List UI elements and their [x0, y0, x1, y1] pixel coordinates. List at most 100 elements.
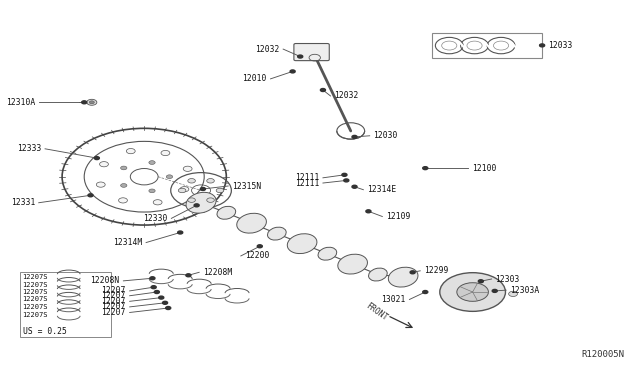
- Text: US = 0.25: US = 0.25: [23, 327, 67, 336]
- Circle shape: [151, 286, 156, 289]
- Circle shape: [166, 175, 173, 179]
- Circle shape: [154, 291, 159, 294]
- Circle shape: [366, 210, 371, 213]
- Circle shape: [120, 184, 127, 187]
- Circle shape: [180, 187, 189, 192]
- Circle shape: [159, 296, 164, 299]
- Text: 12331: 12331: [11, 198, 35, 207]
- Circle shape: [87, 99, 97, 105]
- Ellipse shape: [318, 247, 337, 260]
- Circle shape: [410, 271, 415, 274]
- Text: 12208M: 12208M: [203, 268, 232, 277]
- Text: 12207S: 12207S: [22, 312, 48, 318]
- Text: 12207: 12207: [102, 308, 126, 317]
- Circle shape: [188, 179, 195, 183]
- Circle shape: [298, 55, 303, 58]
- Ellipse shape: [186, 192, 216, 213]
- Circle shape: [97, 182, 105, 187]
- Text: 12030: 12030: [374, 131, 398, 140]
- Ellipse shape: [217, 206, 236, 219]
- Circle shape: [207, 198, 214, 202]
- Text: R120005N: R120005N: [581, 350, 624, 359]
- Circle shape: [290, 70, 295, 73]
- Circle shape: [150, 277, 155, 280]
- Circle shape: [178, 231, 183, 234]
- Circle shape: [344, 179, 349, 182]
- Circle shape: [153, 200, 162, 205]
- Text: 12207: 12207: [102, 297, 126, 306]
- Text: 12207S: 12207S: [22, 289, 48, 295]
- Circle shape: [440, 273, 506, 311]
- Circle shape: [100, 161, 108, 167]
- Text: 12010: 12010: [243, 74, 267, 83]
- Circle shape: [342, 173, 347, 176]
- Circle shape: [82, 101, 87, 104]
- Text: 12032: 12032: [255, 45, 280, 54]
- Bar: [20, 272, 111, 337]
- Text: 12314E: 12314E: [367, 185, 396, 194]
- Circle shape: [126, 148, 135, 154]
- Text: 12033: 12033: [548, 41, 572, 50]
- Text: 12330: 12330: [143, 214, 168, 223]
- Circle shape: [492, 289, 497, 292]
- Circle shape: [149, 189, 155, 193]
- Text: 12303A: 12303A: [510, 286, 539, 295]
- Circle shape: [423, 167, 428, 170]
- Text: 12207: 12207: [102, 291, 126, 300]
- Bar: [431, 33, 542, 58]
- Text: 12299: 12299: [424, 266, 449, 275]
- Text: 12208N: 12208N: [90, 276, 120, 285]
- Circle shape: [207, 179, 214, 183]
- Circle shape: [183, 166, 192, 171]
- Ellipse shape: [237, 213, 266, 233]
- Circle shape: [179, 188, 186, 193]
- Circle shape: [457, 283, 488, 301]
- Text: 12200: 12200: [244, 251, 269, 260]
- Text: 12303: 12303: [495, 275, 520, 283]
- Circle shape: [186, 274, 191, 277]
- Text: 12207S: 12207S: [22, 304, 48, 310]
- Circle shape: [149, 161, 155, 164]
- Ellipse shape: [369, 268, 387, 281]
- Circle shape: [188, 198, 195, 202]
- Circle shape: [88, 194, 93, 197]
- FancyBboxPatch shape: [294, 44, 329, 61]
- Text: 12109: 12109: [386, 212, 410, 221]
- Text: 12207S: 12207S: [22, 282, 48, 288]
- Text: 12310A: 12310A: [6, 98, 35, 107]
- Ellipse shape: [287, 234, 317, 254]
- Circle shape: [478, 280, 483, 283]
- Ellipse shape: [338, 254, 367, 274]
- Circle shape: [166, 307, 171, 310]
- Ellipse shape: [268, 227, 286, 240]
- Circle shape: [120, 166, 127, 170]
- Text: 12315N: 12315N: [232, 182, 261, 190]
- Text: FRONT: FRONT: [364, 301, 389, 323]
- Circle shape: [257, 245, 262, 248]
- Text: 12314M: 12314M: [113, 238, 142, 247]
- Text: 12032: 12032: [334, 92, 358, 100]
- Text: 13021: 13021: [381, 295, 406, 304]
- Ellipse shape: [388, 267, 418, 287]
- Text: 12207S: 12207S: [22, 296, 48, 302]
- Text: 12207: 12207: [102, 286, 126, 295]
- Circle shape: [352, 185, 357, 188]
- Circle shape: [161, 150, 170, 155]
- Text: 12207: 12207: [102, 302, 126, 311]
- Circle shape: [540, 44, 545, 47]
- Text: 12111: 12111: [295, 173, 319, 182]
- Circle shape: [194, 204, 199, 207]
- Circle shape: [352, 135, 357, 138]
- Circle shape: [200, 187, 205, 190]
- Circle shape: [118, 198, 127, 203]
- Text: 12333: 12333: [17, 144, 41, 153]
- Circle shape: [216, 188, 224, 193]
- Text: 12100: 12100: [472, 164, 497, 173]
- Circle shape: [89, 101, 94, 104]
- Text: 12207S: 12207S: [22, 274, 48, 280]
- Circle shape: [321, 89, 326, 92]
- Circle shape: [509, 291, 518, 296]
- Circle shape: [94, 157, 99, 160]
- Text: 12111: 12111: [295, 179, 319, 187]
- Circle shape: [423, 291, 428, 294]
